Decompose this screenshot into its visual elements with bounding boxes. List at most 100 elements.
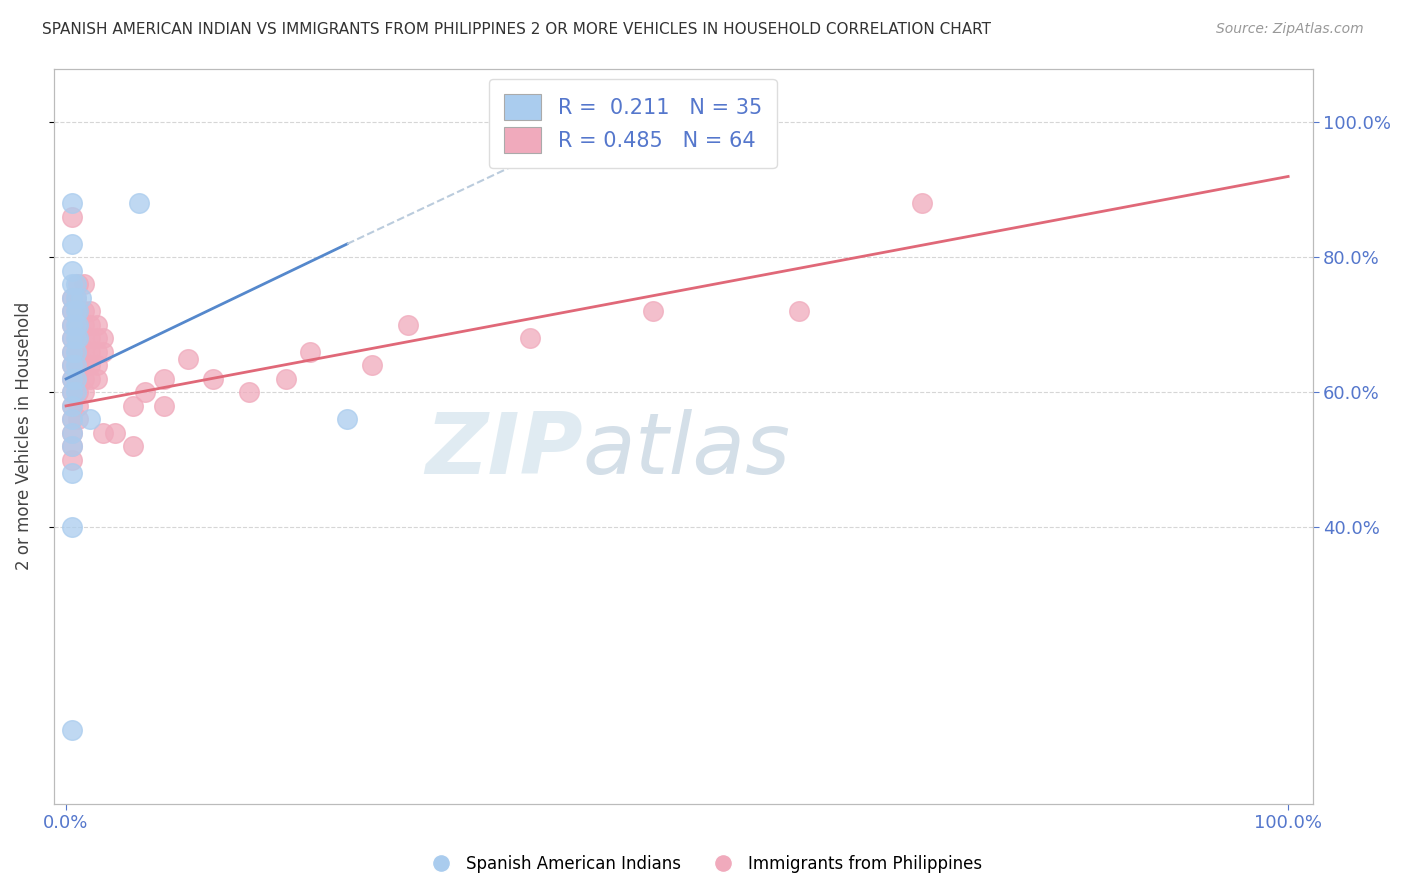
Point (153, 399, 176, 413)
Point (73, 345, 96, 359)
Point (60, 331, 83, 345)
Point (274, 372, 297, 386)
Point (91, 331, 114, 345)
Text: ZIP: ZIP (425, 409, 582, 492)
Point (65, 318, 87, 332)
Point (60, 425, 83, 440)
Point (60, 412, 83, 426)
Point (67, 345, 90, 359)
Point (60, 372, 83, 386)
Point (60, 439, 83, 453)
Point (60, 345, 83, 359)
Point (65, 372, 87, 386)
Point (122, 439, 145, 453)
Point (73, 277, 96, 292)
Point (86, 331, 108, 345)
Point (69, 291, 91, 305)
Point (86, 318, 108, 332)
Point (60, 399, 83, 413)
Point (67, 399, 90, 413)
Point (910, 196, 932, 211)
Point (91, 425, 114, 440)
Point (67, 359, 90, 373)
Point (60, 439, 83, 453)
Point (73, 331, 96, 345)
Point (60, 359, 83, 373)
Point (153, 372, 176, 386)
Point (641, 304, 664, 318)
Point (67, 331, 90, 345)
Point (65, 385, 87, 400)
Point (86, 372, 108, 386)
Point (60, 277, 83, 292)
Point (122, 399, 145, 413)
Point (60, 318, 83, 332)
Point (79, 304, 101, 318)
Point (65, 291, 87, 305)
Point (201, 372, 224, 386)
Point (79, 412, 101, 426)
Point (336, 412, 359, 426)
Point (65, 291, 87, 305)
Point (73, 359, 96, 373)
Point (86, 345, 108, 359)
Point (60, 520, 83, 534)
Point (65, 359, 87, 373)
Point (60, 359, 83, 373)
Text: SPANISH AMERICAN INDIAN VS IMMIGRANTS FROM PHILIPPINES 2 OR MORE VEHICLES IN HOU: SPANISH AMERICAN INDIAN VS IMMIGRANTS FR… (42, 22, 991, 37)
Legend: R =  0.211   N = 35, R = 0.485   N = 64: R = 0.211 N = 35, R = 0.485 N = 64 (489, 78, 776, 168)
Point (360, 359, 382, 373)
Point (60, 264, 83, 278)
Point (104, 425, 127, 440)
Point (79, 359, 101, 373)
Point (67, 372, 90, 386)
Y-axis label: 2 or more Vehicles in Household: 2 or more Vehicles in Household (15, 302, 32, 570)
Point (238, 385, 260, 400)
Point (67, 385, 90, 400)
Point (60, 372, 83, 386)
Point (67, 304, 90, 318)
Point (60, 318, 83, 332)
Legend: Spanish American Indians, Immigrants from Philippines: Spanish American Indians, Immigrants fro… (418, 848, 988, 880)
Point (60, 467, 83, 481)
Point (60, 331, 83, 345)
Point (73, 372, 96, 386)
Point (91, 345, 114, 359)
Point (787, 304, 810, 318)
Point (60, 399, 83, 413)
Point (128, 196, 150, 211)
Point (60, 236, 83, 251)
Point (60, 345, 83, 359)
Point (67, 304, 90, 318)
Point (65, 345, 87, 359)
Point (134, 385, 156, 400)
Point (67, 318, 90, 332)
Point (60, 412, 83, 426)
Point (65, 304, 87, 318)
Point (60, 304, 83, 318)
Point (60, 291, 83, 305)
Point (67, 331, 90, 345)
Point (396, 318, 419, 332)
Point (60, 196, 83, 211)
Point (79, 331, 101, 345)
Point (67, 318, 90, 332)
Point (60, 453, 83, 467)
Point (86, 359, 108, 373)
Point (299, 345, 322, 359)
Point (79, 318, 101, 332)
Point (65, 331, 87, 345)
Point (79, 345, 101, 359)
Point (60, 385, 83, 400)
Point (73, 304, 96, 318)
Text: atlas: atlas (582, 409, 790, 492)
Point (177, 351, 200, 366)
Point (67, 412, 90, 426)
Point (519, 331, 541, 345)
Point (60, 425, 83, 440)
Point (60, 304, 83, 318)
Point (73, 385, 96, 400)
Text: Source: ZipAtlas.com: Source: ZipAtlas.com (1216, 22, 1364, 37)
Point (73, 318, 96, 332)
Point (60, 385, 83, 400)
